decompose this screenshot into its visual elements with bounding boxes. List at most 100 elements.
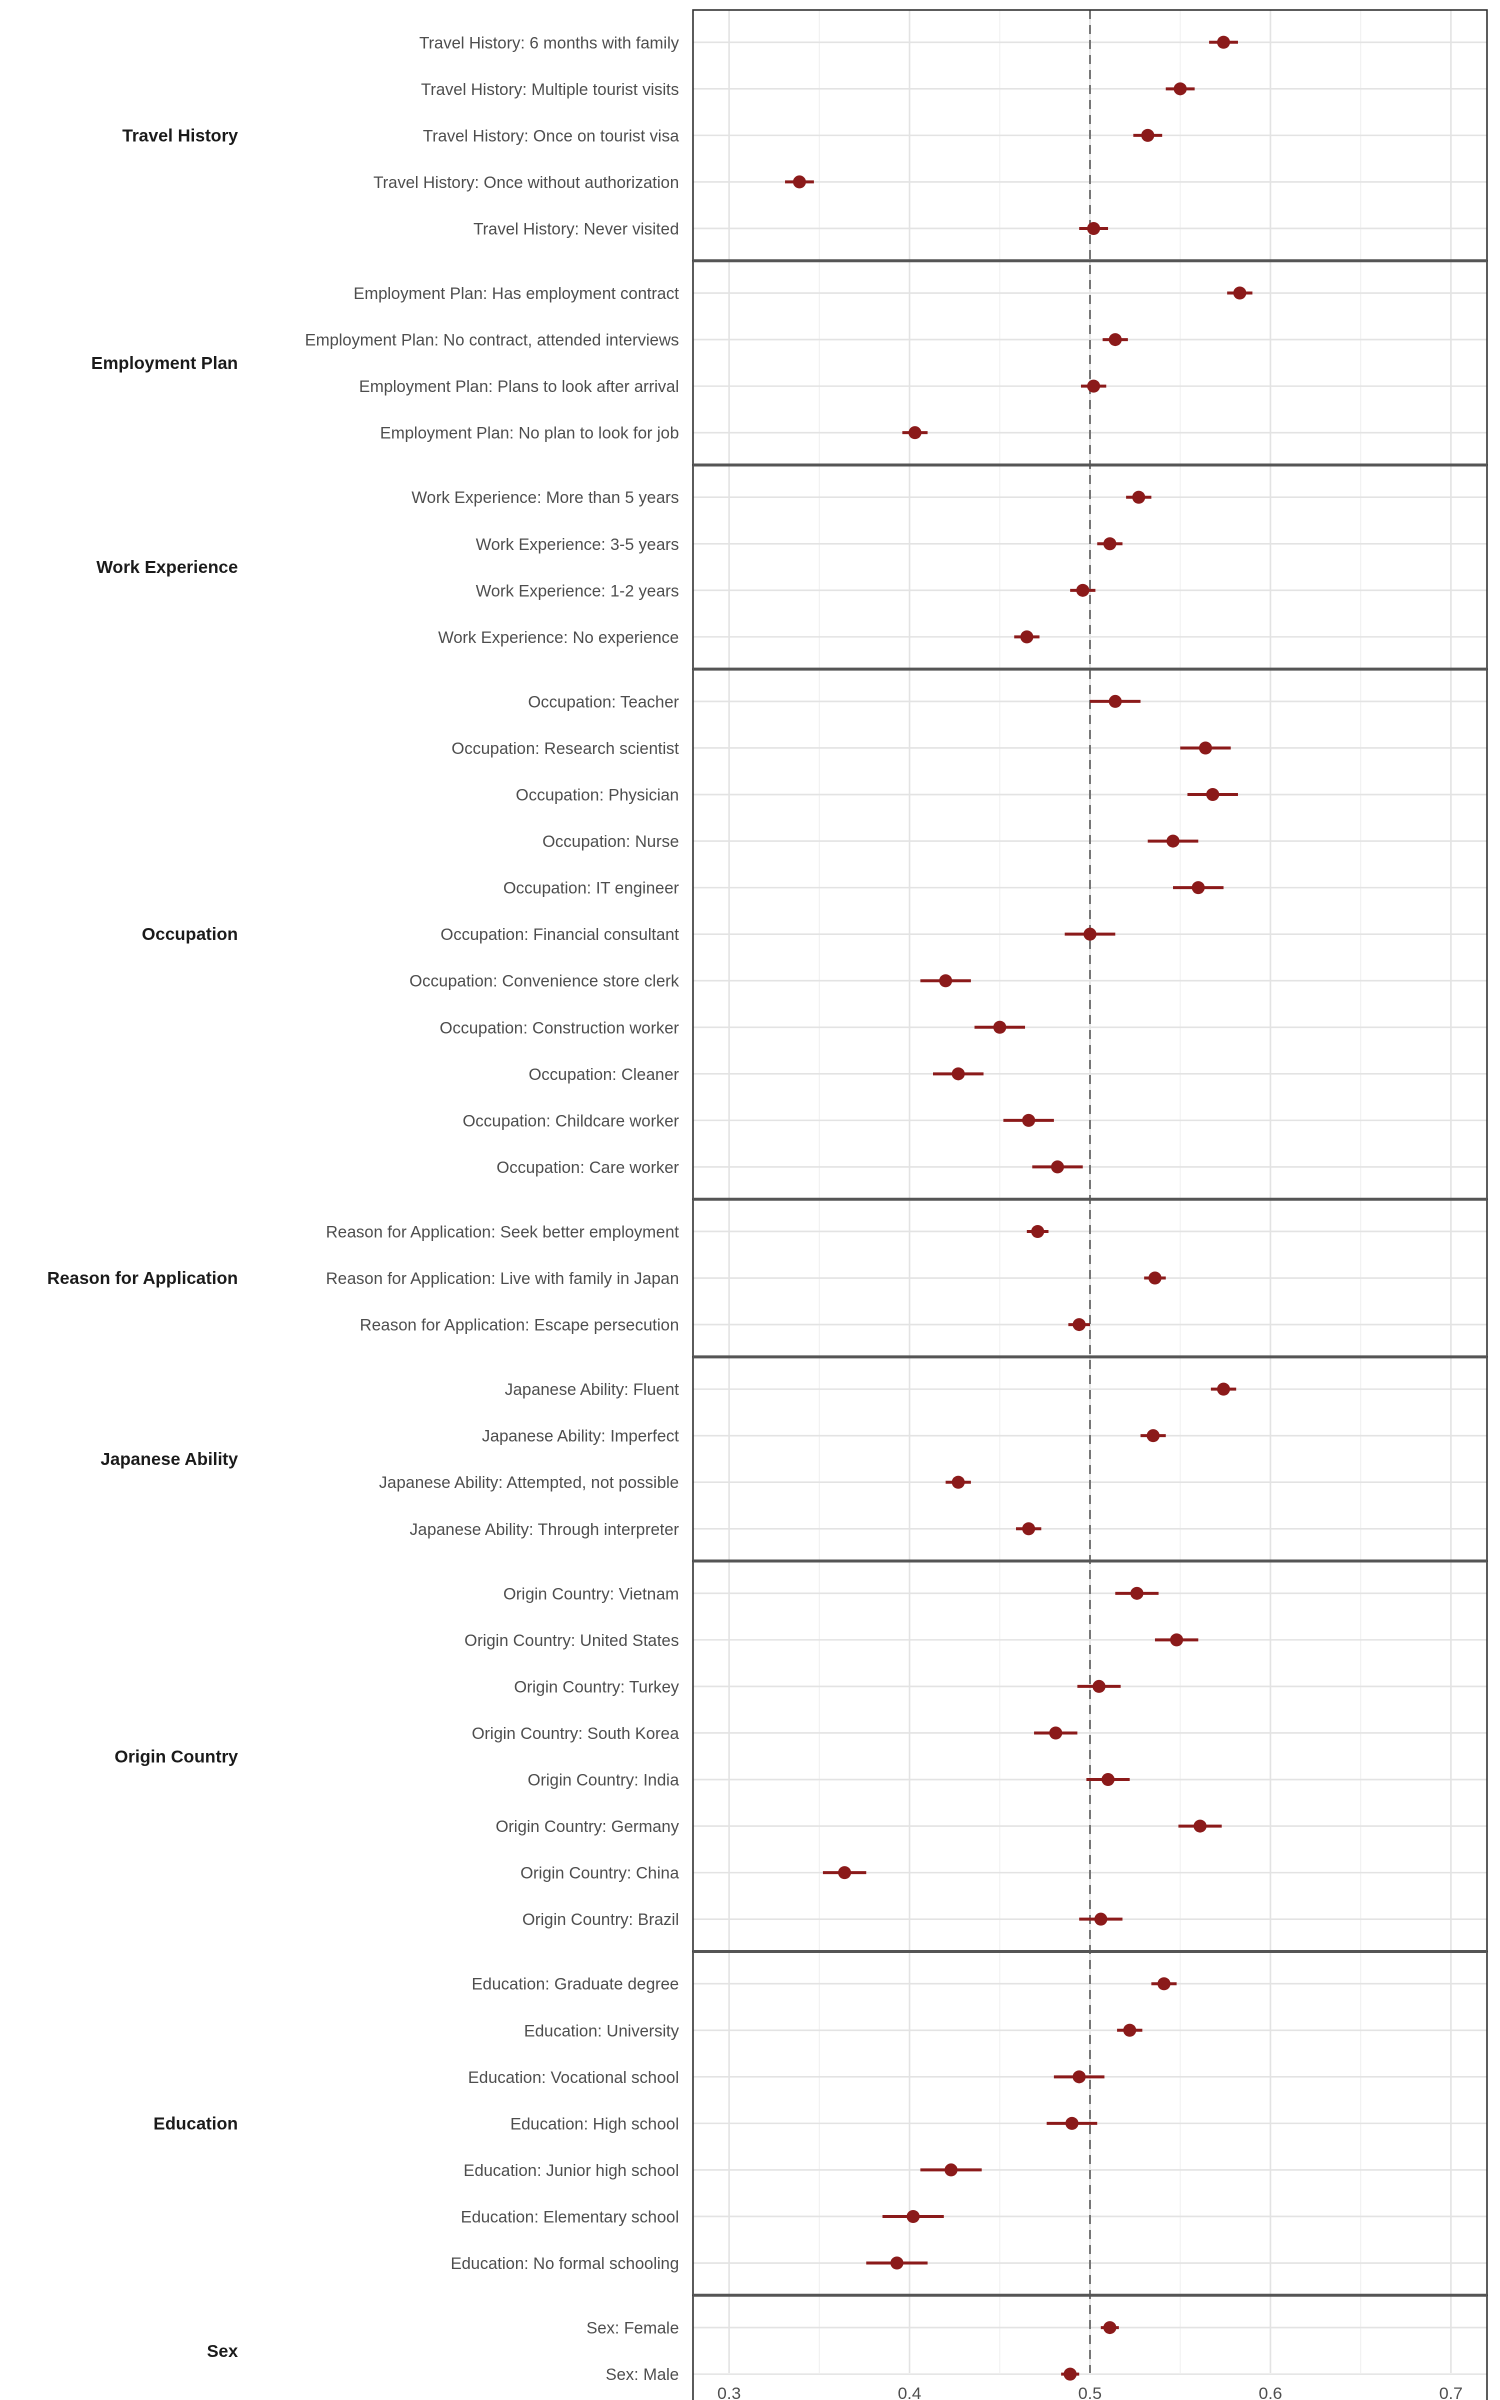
point-estimate (906, 2209, 920, 2223)
item-label: Travel History: Never visited (473, 220, 679, 238)
item-label: Origin Country: Germany (496, 1818, 680, 1836)
group-label: Education (153, 2113, 238, 2133)
item-label: Sex: Male (606, 2366, 679, 2384)
point-estimate (1146, 1429, 1160, 1443)
point-estimate (1141, 128, 1155, 142)
group-label: Sex (207, 2341, 238, 2361)
item-label: Occupation: Financial consultant (441, 926, 680, 944)
point-estimate (1157, 1977, 1171, 1991)
item-label: Origin Country: South Korea (472, 1725, 680, 1743)
point-estimate (951, 1067, 965, 1081)
item-label: Education: Vocational school (468, 2069, 679, 2087)
x-axis: 0.30.40.50.60.7Pr(Chosen) (717, 2384, 1462, 2400)
point-estimate (1191, 881, 1205, 895)
point-estimate (1103, 537, 1117, 551)
item-label: Japanese Ability: Fluent (505, 1381, 680, 1399)
x-tick-label: 0.5 (1078, 2384, 1102, 2400)
item-label: Work Experience: No experience (438, 629, 679, 647)
group-label: Occupation (142, 924, 238, 944)
item-label: Education: University (524, 2022, 680, 2040)
row-labels: Travel History Travel History: 6 months w… (47, 34, 680, 2384)
point-estimate (1130, 1586, 1144, 1600)
item-label: Occupation: Research scientist (452, 740, 680, 758)
x-tick-label: 0.4 (898, 2384, 922, 2400)
point-estimate (1094, 1912, 1108, 1926)
item-label: Occupation: Nurse (542, 833, 679, 851)
point-estimate (1233, 286, 1247, 300)
item-label: Employment Plan: Has employment contract (353, 285, 679, 303)
x-tick-label: 0.3 (717, 2384, 741, 2400)
item-label: Employment Plan: No contract, attended i… (305, 332, 679, 350)
item-label: Occupation: Physician (516, 787, 679, 805)
point-estimate (792, 175, 806, 189)
point-estimate (1022, 1113, 1036, 1127)
point-estimate (1049, 1726, 1063, 1740)
point-estimate (1173, 82, 1187, 96)
item-label: Occupation: Construction worker (440, 1019, 680, 1037)
point-estimate (951, 1475, 965, 1489)
gridlines (693, 10, 1487, 2375)
point-estimate (1148, 1271, 1162, 1285)
item-label: Occupation: Care worker (497, 1159, 680, 1177)
item-label: Origin Country: Vietnam (503, 1585, 679, 1603)
item-label: Origin Country: Brazil (522, 1911, 679, 1929)
group-label: Work Experience (96, 557, 238, 577)
point-estimate (1076, 583, 1090, 597)
item-label: Travel History: Multiple tourist visits (421, 81, 679, 99)
point-estimate (1087, 379, 1101, 393)
group-label: Japanese Ability (101, 1449, 239, 1469)
x-tick-label: 0.7 (1439, 2384, 1463, 2400)
group-label: Employment Plan (91, 353, 238, 373)
item-label: Education: No formal schooling (451, 2255, 679, 2273)
point-estimate (1108, 694, 1122, 708)
item-label: Employment Plan: No plan to look for job (380, 425, 679, 443)
point-estimate (1020, 630, 1034, 644)
item-label: Employment Plan: Plans to look after arr… (359, 378, 679, 396)
item-label: Sex: Female (586, 2320, 679, 2338)
point-estimate (1166, 834, 1180, 848)
point-estimate (1206, 788, 1220, 802)
point-estimate (1083, 927, 1097, 941)
point-estimate (1031, 1224, 1045, 1238)
point-estimate (1193, 1819, 1207, 1833)
point-estimate (1132, 490, 1146, 504)
item-label: Occupation: Childcare worker (463, 1112, 680, 1130)
point-estimate (1065, 2116, 1079, 2130)
item-label: Occupation: IT engineer (503, 880, 679, 898)
item-label: Travel History: Once on tourist visa (423, 127, 680, 145)
point-estimate (1022, 1522, 1036, 1536)
item-label: Occupation: Convenience store clerk (409, 973, 679, 991)
point-estimate (939, 974, 953, 988)
item-label: Education: High school (510, 2115, 679, 2133)
item-label: Origin Country: United States (464, 1632, 679, 1650)
point-estimate (1092, 1679, 1106, 1693)
item-label: Japanese Ability: Through interpreter (410, 1521, 680, 1539)
point-estimate (1072, 2070, 1086, 2084)
estimates (785, 35, 1253, 2381)
point-estimate (838, 1866, 852, 1880)
point-estimate (908, 426, 922, 440)
item-label: Travel History: 6 months with family (419, 34, 680, 52)
point-estimate (1170, 1633, 1184, 1647)
point-estimate (1072, 1318, 1086, 1332)
panel-borders (692, 9, 1488, 2400)
item-label: Japanese Ability: Imperfect (482, 1428, 680, 1446)
point-estimate (1051, 1160, 1065, 1174)
item-label: Origin Country: India (528, 1772, 680, 1790)
point-estimate (890, 2256, 904, 2270)
point-estimate (944, 2163, 958, 2177)
point-estimate (1217, 1382, 1231, 1396)
item-label: Work Experience: 3-5 years (476, 536, 679, 554)
point-estimate (1063, 2367, 1077, 2381)
point-estimate (1103, 2321, 1117, 2335)
item-label: Work Experience: More than 5 years (412, 489, 679, 507)
item-label: Origin Country: China (520, 1865, 679, 1883)
item-label: Japanese Ability: Attempted, not possibl… (379, 1474, 679, 1492)
point-estimate (1217, 35, 1231, 49)
x-tick-label: 0.6 (1259, 2384, 1283, 2400)
item-label: Origin Country: Turkey (514, 1678, 680, 1696)
item-label: Occupation: Teacher (528, 693, 680, 711)
point-estimate (1101, 1773, 1115, 1787)
group-label: Origin Country (115, 1746, 239, 1766)
item-label: Education: Elementary school (461, 2208, 679, 2226)
